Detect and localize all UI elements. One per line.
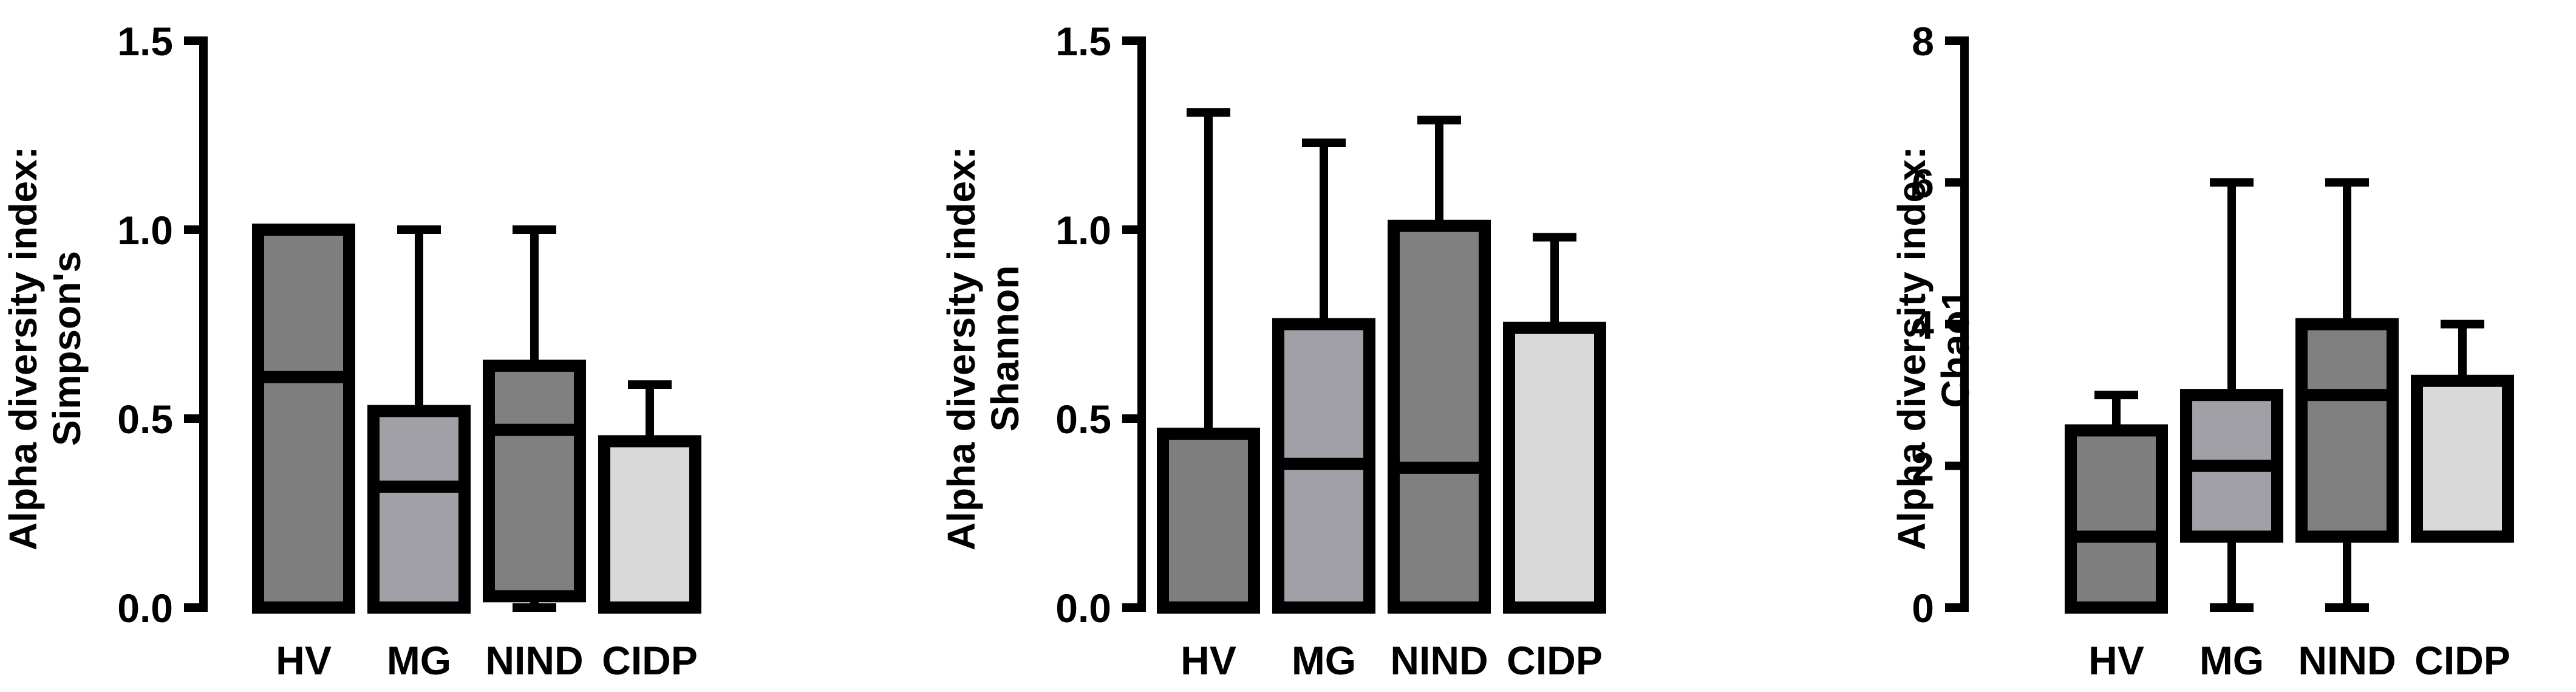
simpson-y-tick-label: 1.0	[117, 208, 173, 253]
shannon-y-axis-label: Alpha diversity index:Shannon	[939, 146, 1027, 550]
chao1-y-tick-label: 8	[1912, 19, 1934, 64]
chao1-y-tick-label: 2	[1912, 444, 1934, 489]
simpson-category-label: CIDP	[602, 638, 698, 683]
panel-chao1: 0 2 4 6 8 Alpha diversity index:Chao1 HV MG NIND…	[1890, 19, 2514, 683]
box-body	[252, 224, 355, 614]
chao1-box-mg	[2180, 178, 2283, 612]
chao1-category-label: NIND	[2298, 638, 2396, 683]
chao1-box-cidp	[2411, 320, 2514, 543]
box-body	[2411, 374, 2514, 543]
chao1-category-label: CIDP	[2414, 638, 2510, 683]
panel-shannon: 0.0 0.5 1.0 1.5 Alpha diversity index:Shanno…	[939, 19, 1606, 683]
shannon-y-tick-label: 0.5	[1055, 397, 1111, 442]
box-body	[367, 405, 471, 614]
simpson-box-mg	[367, 225, 471, 614]
simpson-y-tick-label: 1.5	[117, 19, 173, 64]
shannon-category-label: CIDP	[1507, 638, 1603, 683]
box-body	[1503, 321, 1606, 614]
box-body	[598, 435, 701, 614]
simpson-y-tick-label: 0.5	[117, 397, 173, 442]
chao1-y-tick-label: 4	[1912, 303, 1934, 348]
shannon-category-label: HV	[1181, 638, 1236, 683]
chao1-y-tick-label: 0	[1912, 586, 1934, 631]
shannon-y-tick-label: 1.5	[1055, 19, 1111, 64]
shannon-category-label: MG	[1292, 638, 1356, 683]
simpson-category-label: NIND	[485, 638, 583, 683]
box-body	[2295, 318, 2399, 543]
simpson-box-cidp	[598, 380, 701, 614]
shannon-box-mg	[1272, 138, 1375, 614]
chao1-y-tick-label: 6	[1912, 160, 1934, 205]
shannon-y-tick-label: 1.0	[1055, 208, 1111, 253]
simpson-category-label: HV	[276, 638, 332, 683]
chao1-y-axis-label: Alpha diversity index:Chao1	[1890, 146, 1977, 550]
shannon-y-tick-label: 0.0	[1055, 586, 1111, 631]
box-body	[1388, 219, 1491, 614]
box-body	[483, 359, 586, 603]
simpson-y-axis-label: Alpha diversity index:Simpson's	[1, 146, 89, 550]
shannon-category-label: NIND	[1390, 638, 1488, 683]
box-body	[2065, 424, 2168, 614]
panel-simpson: 0.0 0.5 1.0 1.5 Alpha diversity index:Simpso…	[1, 19, 701, 683]
box-body	[1157, 427, 1260, 614]
shannon-box-nind	[1388, 115, 1491, 614]
chao1-box-nind	[2295, 178, 2399, 612]
shannon-box-hv	[1157, 108, 1260, 614]
simpson-box-hv	[252, 224, 355, 614]
shannon-box-cidp	[1503, 233, 1606, 614]
chao1-category-label: MG	[2199, 638, 2264, 683]
simpson-box-nind	[483, 225, 586, 612]
simpson-category-label: MG	[387, 638, 451, 683]
simpson-y-tick-label: 0.0	[117, 586, 173, 631]
chao1-box-hv	[2065, 391, 2168, 614]
chao1-category-label: HV	[2088, 638, 2144, 683]
